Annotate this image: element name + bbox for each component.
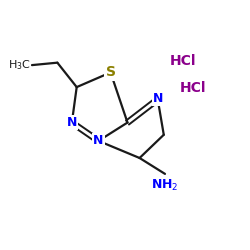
Text: N: N (152, 92, 163, 104)
Text: HCl: HCl (170, 54, 196, 68)
Text: S: S (106, 66, 116, 80)
Text: N: N (67, 116, 77, 129)
Text: H$_3$C: H$_3$C (8, 58, 31, 72)
Text: NH$_2$: NH$_2$ (151, 178, 178, 193)
Text: HCl: HCl (180, 81, 206, 95)
Text: N: N (93, 134, 104, 147)
